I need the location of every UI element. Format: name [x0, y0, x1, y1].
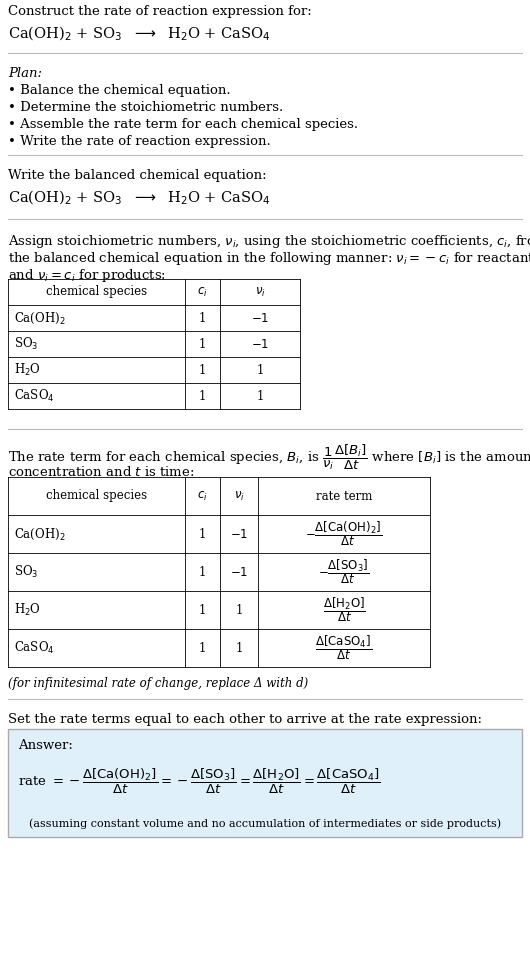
Text: Assign stoichiometric numbers, $\nu_i$, using the stoichiometric coefficients, $: Assign stoichiometric numbers, $\nu_i$, …	[8, 233, 530, 250]
Text: • Balance the chemical equation.: • Balance the chemical equation.	[8, 84, 231, 97]
Text: • Write the rate of reaction expression.: • Write the rate of reaction expression.	[8, 135, 271, 148]
Text: Construct the rate of reaction expression for:: Construct the rate of reaction expressio…	[8, 5, 312, 18]
Text: 1: 1	[198, 604, 206, 616]
Text: (assuming constant volume and no accumulation of intermediates or side products): (assuming constant volume and no accumul…	[29, 818, 501, 829]
Text: CaSO$_4$: CaSO$_4$	[14, 640, 55, 656]
Text: Ca(OH)$_2$: Ca(OH)$_2$	[14, 311, 66, 325]
Text: $-1$: $-1$	[251, 337, 269, 351]
Text: $c_i$: $c_i$	[197, 489, 207, 503]
Text: Ca(OH)$_2$ + SO$_3$  $\longrightarrow$  H$_2$O + CaSO$_4$: Ca(OH)$_2$ + SO$_3$ $\longrightarrow$ H$…	[8, 25, 270, 43]
Text: $-\dfrac{\Delta[\mathrm{SO_3}]}{\Delta t}$: $-\dfrac{\Delta[\mathrm{SO_3}]}{\Delta t…	[319, 558, 370, 586]
Text: $-1$: $-1$	[251, 312, 269, 324]
Text: 1: 1	[198, 364, 206, 376]
Text: $\nu_i$: $\nu_i$	[254, 285, 266, 299]
Text: $-\dfrac{\Delta[\mathrm{Ca(OH)_2}]}{\Delta t}$: $-\dfrac{\Delta[\mathrm{Ca(OH)_2}]}{\Del…	[305, 519, 383, 549]
Text: rate $= -\dfrac{\Delta[\mathrm{Ca(OH)_2}]}{\Delta t} = -\dfrac{\Delta[\mathrm{SO: rate $= -\dfrac{\Delta[\mathrm{Ca(OH)_2}…	[18, 767, 381, 796]
Text: 1: 1	[198, 527, 206, 541]
Text: (for infinitesimal rate of change, replace Δ with d): (for infinitesimal rate of change, repla…	[8, 677, 308, 690]
Text: 1: 1	[198, 312, 206, 324]
Text: 1: 1	[198, 337, 206, 351]
Text: The rate term for each chemical species, $B_i$, is $\dfrac{1}{\nu_i}\dfrac{\Delt: The rate term for each chemical species,…	[8, 443, 530, 472]
Text: and $\nu_i = c_i$ for products:: and $\nu_i = c_i$ for products:	[8, 267, 166, 284]
Text: SO$_3$: SO$_3$	[14, 564, 38, 580]
Text: Ca(OH)$_2$ + SO$_3$  $\longrightarrow$  H$_2$O + CaSO$_4$: Ca(OH)$_2$ + SO$_3$ $\longrightarrow$ H$…	[8, 189, 270, 208]
Text: $-1$: $-1$	[230, 565, 248, 578]
FancyBboxPatch shape	[8, 729, 522, 837]
Text: CaSO$_4$: CaSO$_4$	[14, 388, 55, 404]
Text: Set the rate terms equal to each other to arrive at the rate expression:: Set the rate terms equal to each other t…	[8, 713, 482, 726]
Text: rate term: rate term	[316, 489, 372, 503]
Text: H$_2$O: H$_2$O	[14, 602, 41, 618]
Text: SO$_3$: SO$_3$	[14, 336, 38, 352]
Text: 1: 1	[235, 604, 243, 616]
Text: 1: 1	[198, 389, 206, 403]
Text: 1: 1	[257, 364, 264, 376]
Text: the balanced chemical equation in the following manner: $\nu_i = -c_i$ for react: the balanced chemical equation in the fo…	[8, 250, 530, 267]
Text: 1: 1	[198, 565, 206, 578]
Text: • Determine the stoichiometric numbers.: • Determine the stoichiometric numbers.	[8, 101, 283, 114]
Text: $\dfrac{\Delta[\mathrm{CaSO_4}]}{\Delta t}$: $\dfrac{\Delta[\mathrm{CaSO_4}]}{\Delta …	[315, 634, 373, 662]
Text: $c_i$: $c_i$	[197, 285, 207, 299]
Text: Answer:: Answer:	[18, 739, 73, 752]
Text: $\dfrac{\Delta[\mathrm{H_2O}]}{\Delta t}$: $\dfrac{\Delta[\mathrm{H_2O}]}{\Delta t}…	[322, 596, 366, 624]
Text: 1: 1	[257, 389, 264, 403]
Text: Write the balanced chemical equation:: Write the balanced chemical equation:	[8, 169, 267, 182]
Text: $-1$: $-1$	[230, 527, 248, 541]
Text: concentration and $t$ is time:: concentration and $t$ is time:	[8, 465, 195, 479]
Text: $\nu_i$: $\nu_i$	[234, 489, 244, 503]
Text: 1: 1	[198, 642, 206, 655]
Text: Plan:: Plan:	[8, 67, 42, 80]
Text: 1: 1	[235, 642, 243, 655]
Text: chemical species: chemical species	[47, 489, 147, 503]
Text: Ca(OH)$_2$: Ca(OH)$_2$	[14, 526, 66, 542]
Text: chemical species: chemical species	[47, 285, 147, 299]
Text: • Assemble the rate term for each chemical species.: • Assemble the rate term for each chemic…	[8, 118, 358, 131]
Text: H$_2$O: H$_2$O	[14, 362, 41, 378]
